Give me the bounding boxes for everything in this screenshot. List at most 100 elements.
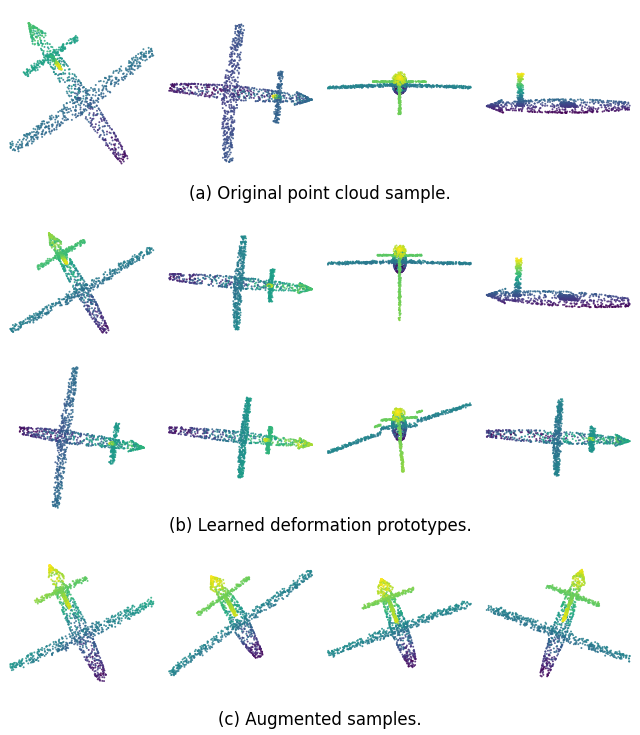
Point	[533, 624, 543, 636]
Point	[484, 101, 495, 112]
Point	[552, 463, 563, 475]
Point	[147, 48, 157, 60]
Point	[207, 578, 218, 589]
Point	[514, 83, 524, 95]
Point	[189, 276, 200, 288]
Point	[259, 434, 269, 445]
Point	[255, 94, 265, 106]
Point	[46, 229, 56, 241]
Point	[390, 86, 401, 98]
Point	[592, 642, 602, 653]
Point	[196, 606, 207, 617]
Point	[267, 280, 277, 292]
Point	[22, 316, 33, 328]
Point	[225, 598, 236, 610]
Point	[107, 438, 117, 450]
Point	[298, 440, 308, 451]
Point	[218, 434, 228, 446]
Point	[518, 96, 529, 107]
Point	[388, 409, 399, 421]
Point	[69, 68, 79, 80]
Point	[525, 616, 535, 628]
Point	[379, 79, 389, 90]
Point	[164, 425, 175, 437]
Point	[293, 97, 303, 109]
Point	[580, 438, 590, 450]
Point	[119, 151, 129, 162]
Point	[62, 245, 72, 257]
Point	[269, 431, 280, 443]
Point	[124, 257, 134, 269]
Point	[107, 612, 117, 623]
Point	[239, 616, 249, 628]
Point	[279, 92, 289, 104]
Point	[33, 423, 43, 434]
Point	[509, 289, 520, 301]
Point	[552, 631, 563, 643]
Point	[53, 453, 63, 465]
Point	[510, 103, 520, 115]
Point	[397, 246, 407, 258]
Point	[54, 63, 65, 75]
Point	[68, 79, 79, 91]
Point	[397, 76, 407, 87]
Point	[586, 434, 596, 445]
Point	[584, 597, 594, 609]
Point	[32, 132, 42, 143]
Point	[452, 404, 463, 415]
Point	[553, 458, 563, 470]
Point	[270, 91, 280, 103]
Point	[56, 249, 67, 261]
Point	[285, 90, 296, 102]
Point	[399, 407, 410, 419]
Point	[61, 254, 71, 266]
Point	[368, 82, 378, 93]
Point	[54, 587, 65, 598]
Point	[58, 74, 68, 86]
Point	[209, 573, 220, 584]
Point	[557, 101, 567, 112]
Point	[68, 401, 78, 412]
Point	[563, 291, 573, 303]
Point	[609, 301, 619, 313]
Point	[74, 85, 84, 97]
Point	[556, 405, 566, 417]
Point	[564, 97, 574, 109]
Point	[212, 634, 222, 646]
Point	[232, 629, 242, 641]
Point	[220, 143, 230, 155]
Point	[395, 79, 405, 91]
Point	[552, 422, 563, 434]
Point	[264, 280, 274, 292]
Point	[497, 296, 508, 308]
Point	[264, 280, 275, 292]
Point	[388, 409, 399, 421]
Point	[99, 668, 109, 680]
Point	[371, 628, 381, 639]
Point	[566, 625, 576, 637]
Point	[349, 81, 359, 93]
Point	[265, 288, 275, 300]
Point	[392, 413, 402, 425]
Point	[553, 458, 563, 470]
Point	[234, 318, 244, 330]
Point	[44, 50, 54, 62]
Point	[557, 399, 568, 411]
Point	[350, 81, 360, 93]
Point	[63, 597, 74, 609]
Point	[555, 290, 565, 301]
Point	[598, 646, 608, 658]
Point	[197, 276, 207, 287]
Point	[395, 403, 405, 415]
Point	[384, 578, 394, 589]
Point	[236, 296, 246, 308]
Point	[300, 96, 310, 107]
Point	[223, 132, 234, 143]
Point	[396, 102, 406, 114]
Point	[238, 425, 248, 437]
Point	[267, 275, 277, 287]
Point	[515, 98, 525, 110]
Point	[266, 274, 276, 286]
Point	[119, 606, 129, 617]
Point	[610, 648, 620, 659]
